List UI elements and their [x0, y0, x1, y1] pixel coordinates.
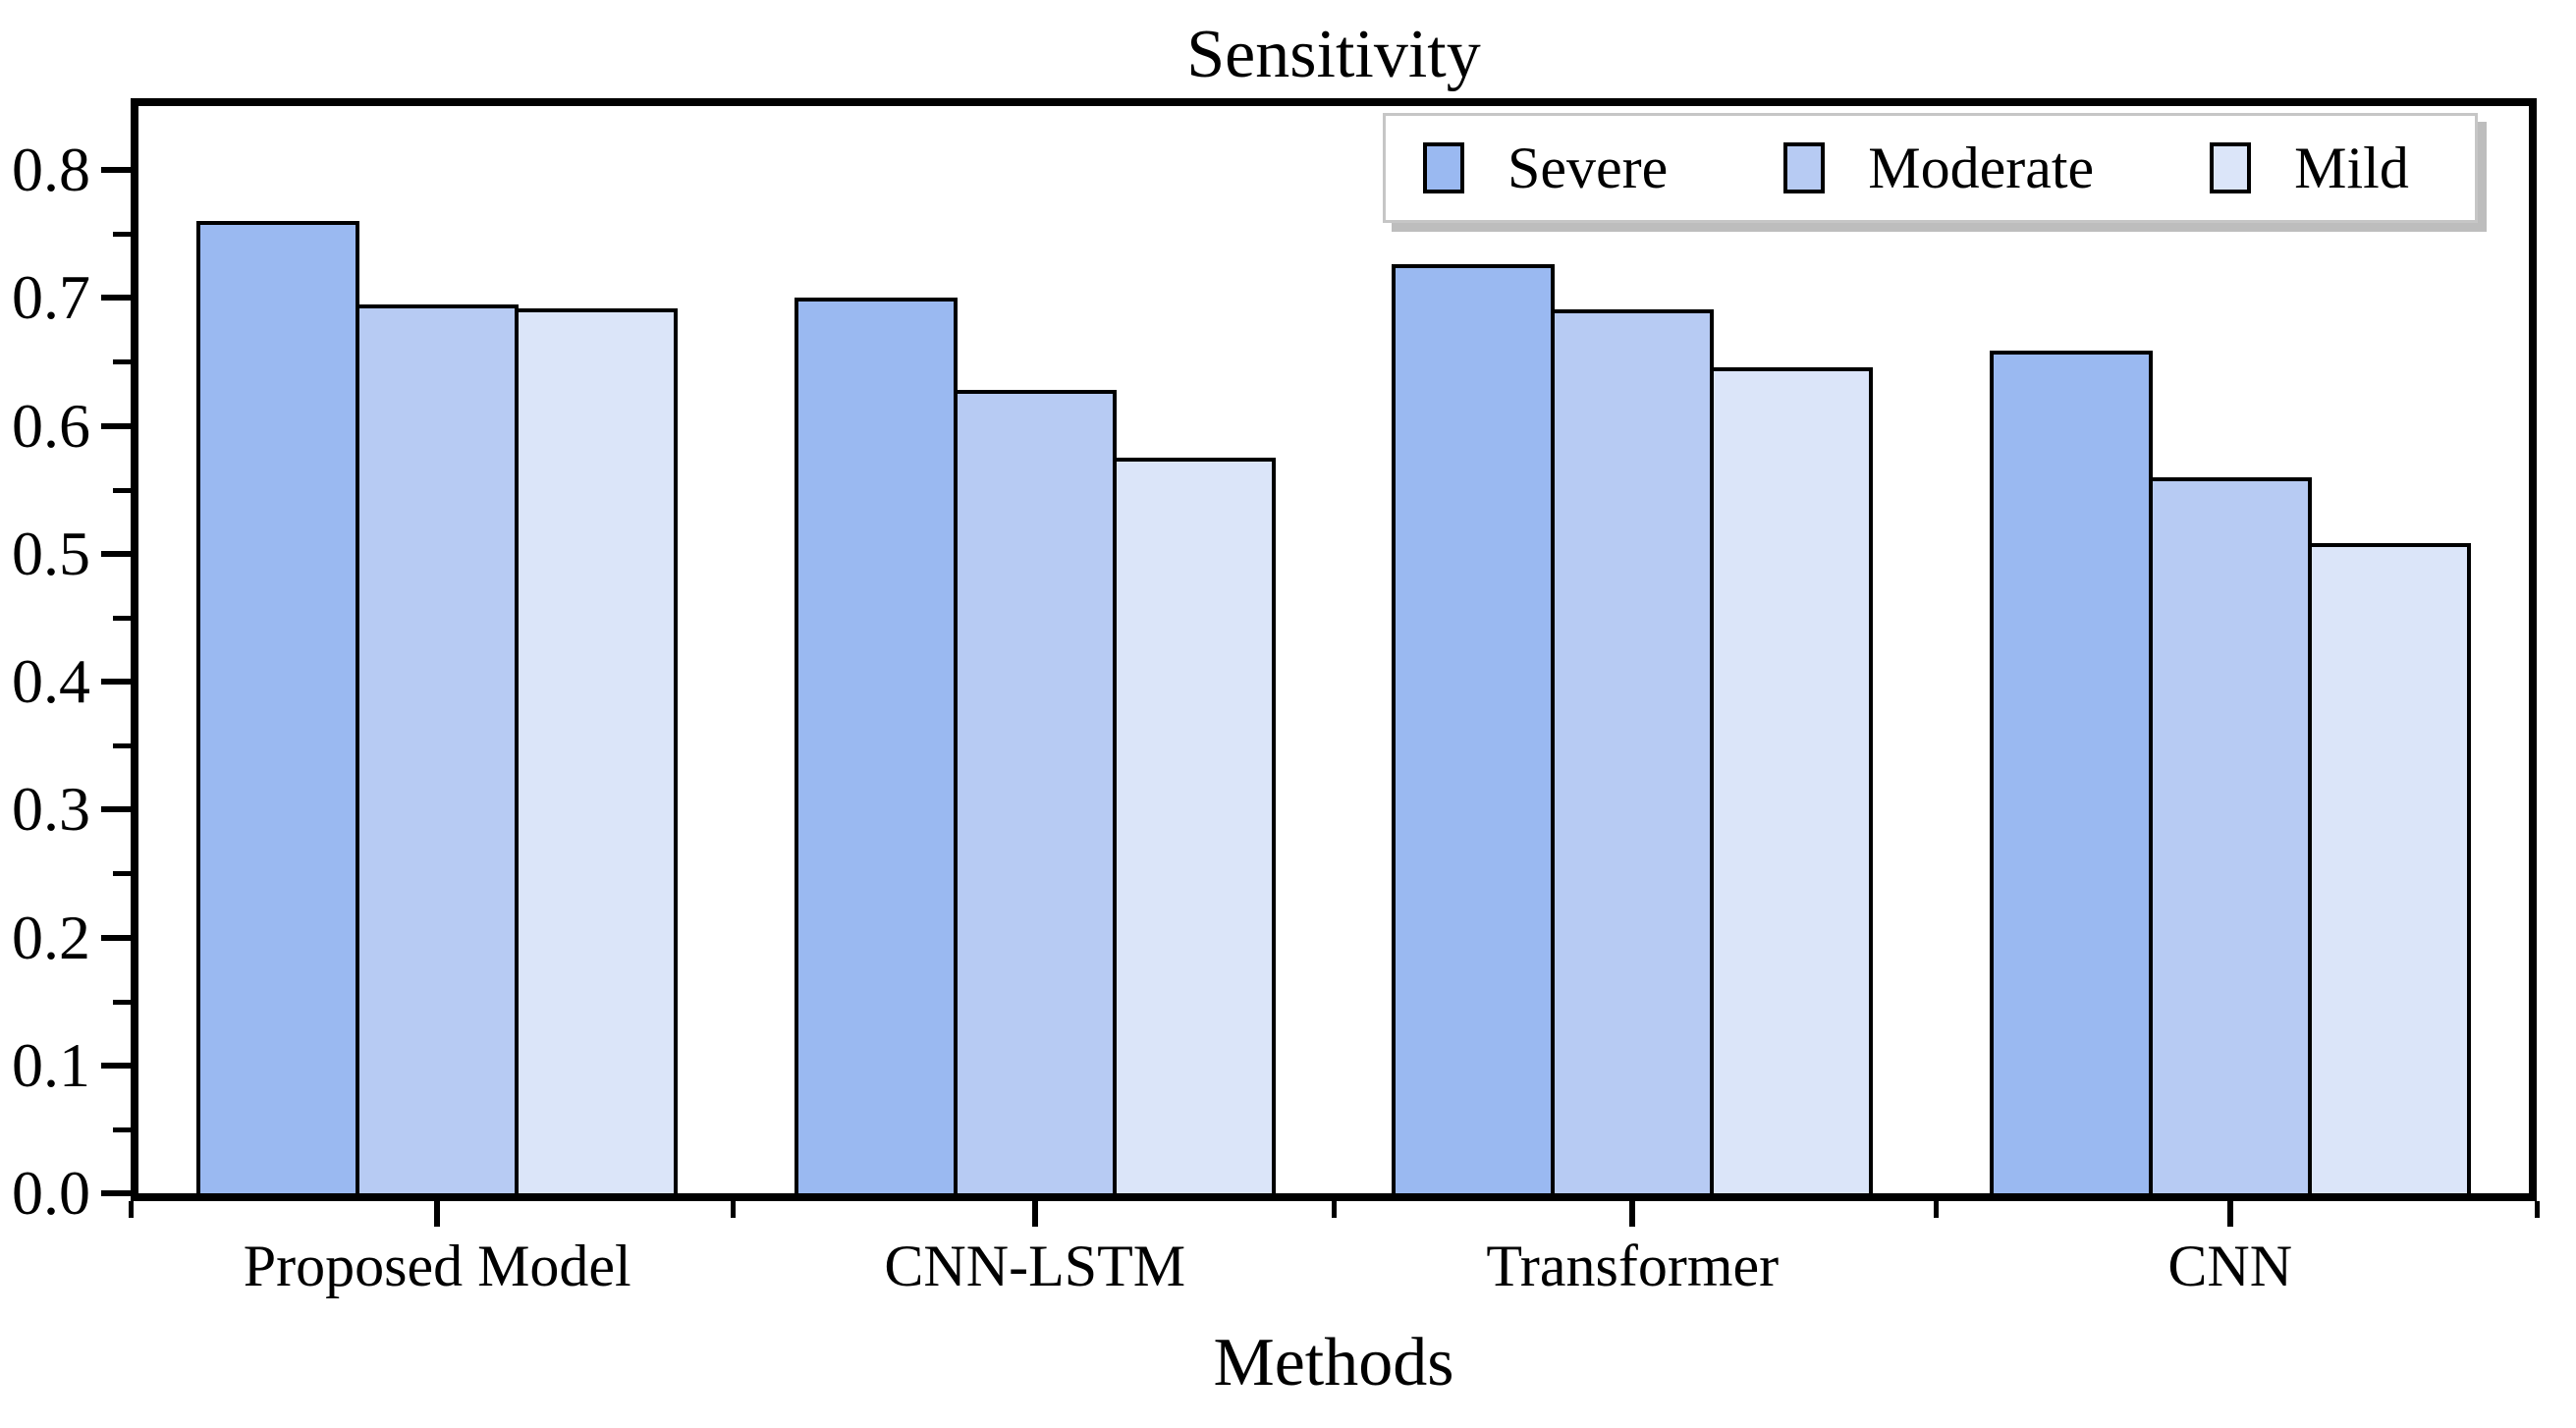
- y-axis-minor-tick: [113, 359, 135, 365]
- x-axis-minor-tick: [1933, 1201, 1939, 1218]
- y-axis-major-tick: [101, 422, 135, 429]
- legend-item-moderate: Moderate: [1783, 136, 2094, 200]
- bar-mild-1: [515, 307, 679, 1193]
- x-axis-major-tick: [1629, 1201, 1636, 1227]
- x-tick-label: Proposed Model: [243, 1234, 631, 1298]
- legend-label-mild: Mild: [2294, 136, 2409, 200]
- bar-severe-2: [794, 298, 958, 1193]
- x-axis-minor-tick: [730, 1201, 736, 1218]
- y-tick-label: 0.3: [12, 774, 90, 845]
- y-axis-minor-tick: [113, 743, 135, 749]
- y-tick-label: 0.7: [12, 262, 90, 333]
- y-axis-minor-tick: [113, 487, 135, 493]
- bar-moderate-1: [356, 303, 520, 1193]
- bar-moderate-2: [953, 390, 1117, 1193]
- x-axis-minor-tick: [129, 1201, 134, 1218]
- legend-swatch-severe: [1423, 142, 1464, 193]
- bar-severe-3: [1392, 264, 1556, 1193]
- bar-mild-2: [1112, 458, 1276, 1193]
- x-axis-title: Methods: [1213, 1325, 1454, 1401]
- legend-label-severe: Severe: [1507, 136, 1669, 200]
- y-axis-major-tick: [101, 550, 135, 557]
- legend-label-moderate: Moderate: [1868, 136, 2095, 200]
- legend-item-severe: Severe: [1423, 136, 1668, 200]
- y-axis-major-tick: [101, 934, 135, 941]
- y-axis-major-tick: [101, 295, 135, 302]
- bar-moderate-4: [2148, 476, 2312, 1193]
- bar-severe-4: [1989, 350, 2153, 1193]
- y-tick-label: 0.4: [12, 646, 90, 717]
- y-tick-label: 0.2: [12, 902, 90, 972]
- x-tick-label: Transformer: [1486, 1234, 1780, 1298]
- legend-swatch-mild: [2210, 142, 2252, 193]
- x-axis-major-tick: [1031, 1201, 1038, 1227]
- y-tick-label: 0.0: [12, 1158, 90, 1228]
- y-axis-minor-tick: [113, 615, 135, 621]
- y-axis-minor-tick: [113, 999, 135, 1005]
- y-axis-major-tick: [101, 167, 135, 174]
- x-tick-label: CNN-LSTM: [884, 1234, 1186, 1298]
- x-axis-major-tick: [2226, 1201, 2233, 1227]
- bar-severe-1: [196, 221, 360, 1193]
- y-tick-label: 0.1: [12, 1029, 90, 1100]
- y-axis-major-tick: [101, 806, 135, 813]
- y-axis-major-tick: [101, 1190, 135, 1196]
- legend-item-mild: Mild: [2210, 136, 2409, 200]
- y-axis-minor-tick: [113, 871, 135, 877]
- x-axis-minor-tick: [2535, 1201, 2540, 1218]
- y-axis-major-tick: [101, 1062, 135, 1069]
- y-tick-label: 0.5: [12, 518, 90, 588]
- chart-title: Sensitivity: [1186, 17, 1481, 92]
- x-axis-minor-tick: [1332, 1201, 1337, 1218]
- x-axis-major-tick: [434, 1201, 441, 1227]
- x-tick-label: CNN: [2167, 1234, 2293, 1298]
- y-tick-label: 0.8: [12, 135, 90, 205]
- legend: Severe Moderate Mild: [1383, 113, 2478, 223]
- legend-swatch-moderate: [1783, 142, 1826, 193]
- y-axis-major-tick: [101, 679, 135, 686]
- y-tick-label: 0.6: [12, 390, 90, 461]
- y-axis-minor-tick: [113, 232, 135, 238]
- y-axis-minor-tick: [113, 1126, 135, 1132]
- bar-mild-3: [1710, 366, 1874, 1193]
- bar-mild-4: [2307, 543, 2471, 1193]
- bar-moderate-3: [1551, 309, 1715, 1193]
